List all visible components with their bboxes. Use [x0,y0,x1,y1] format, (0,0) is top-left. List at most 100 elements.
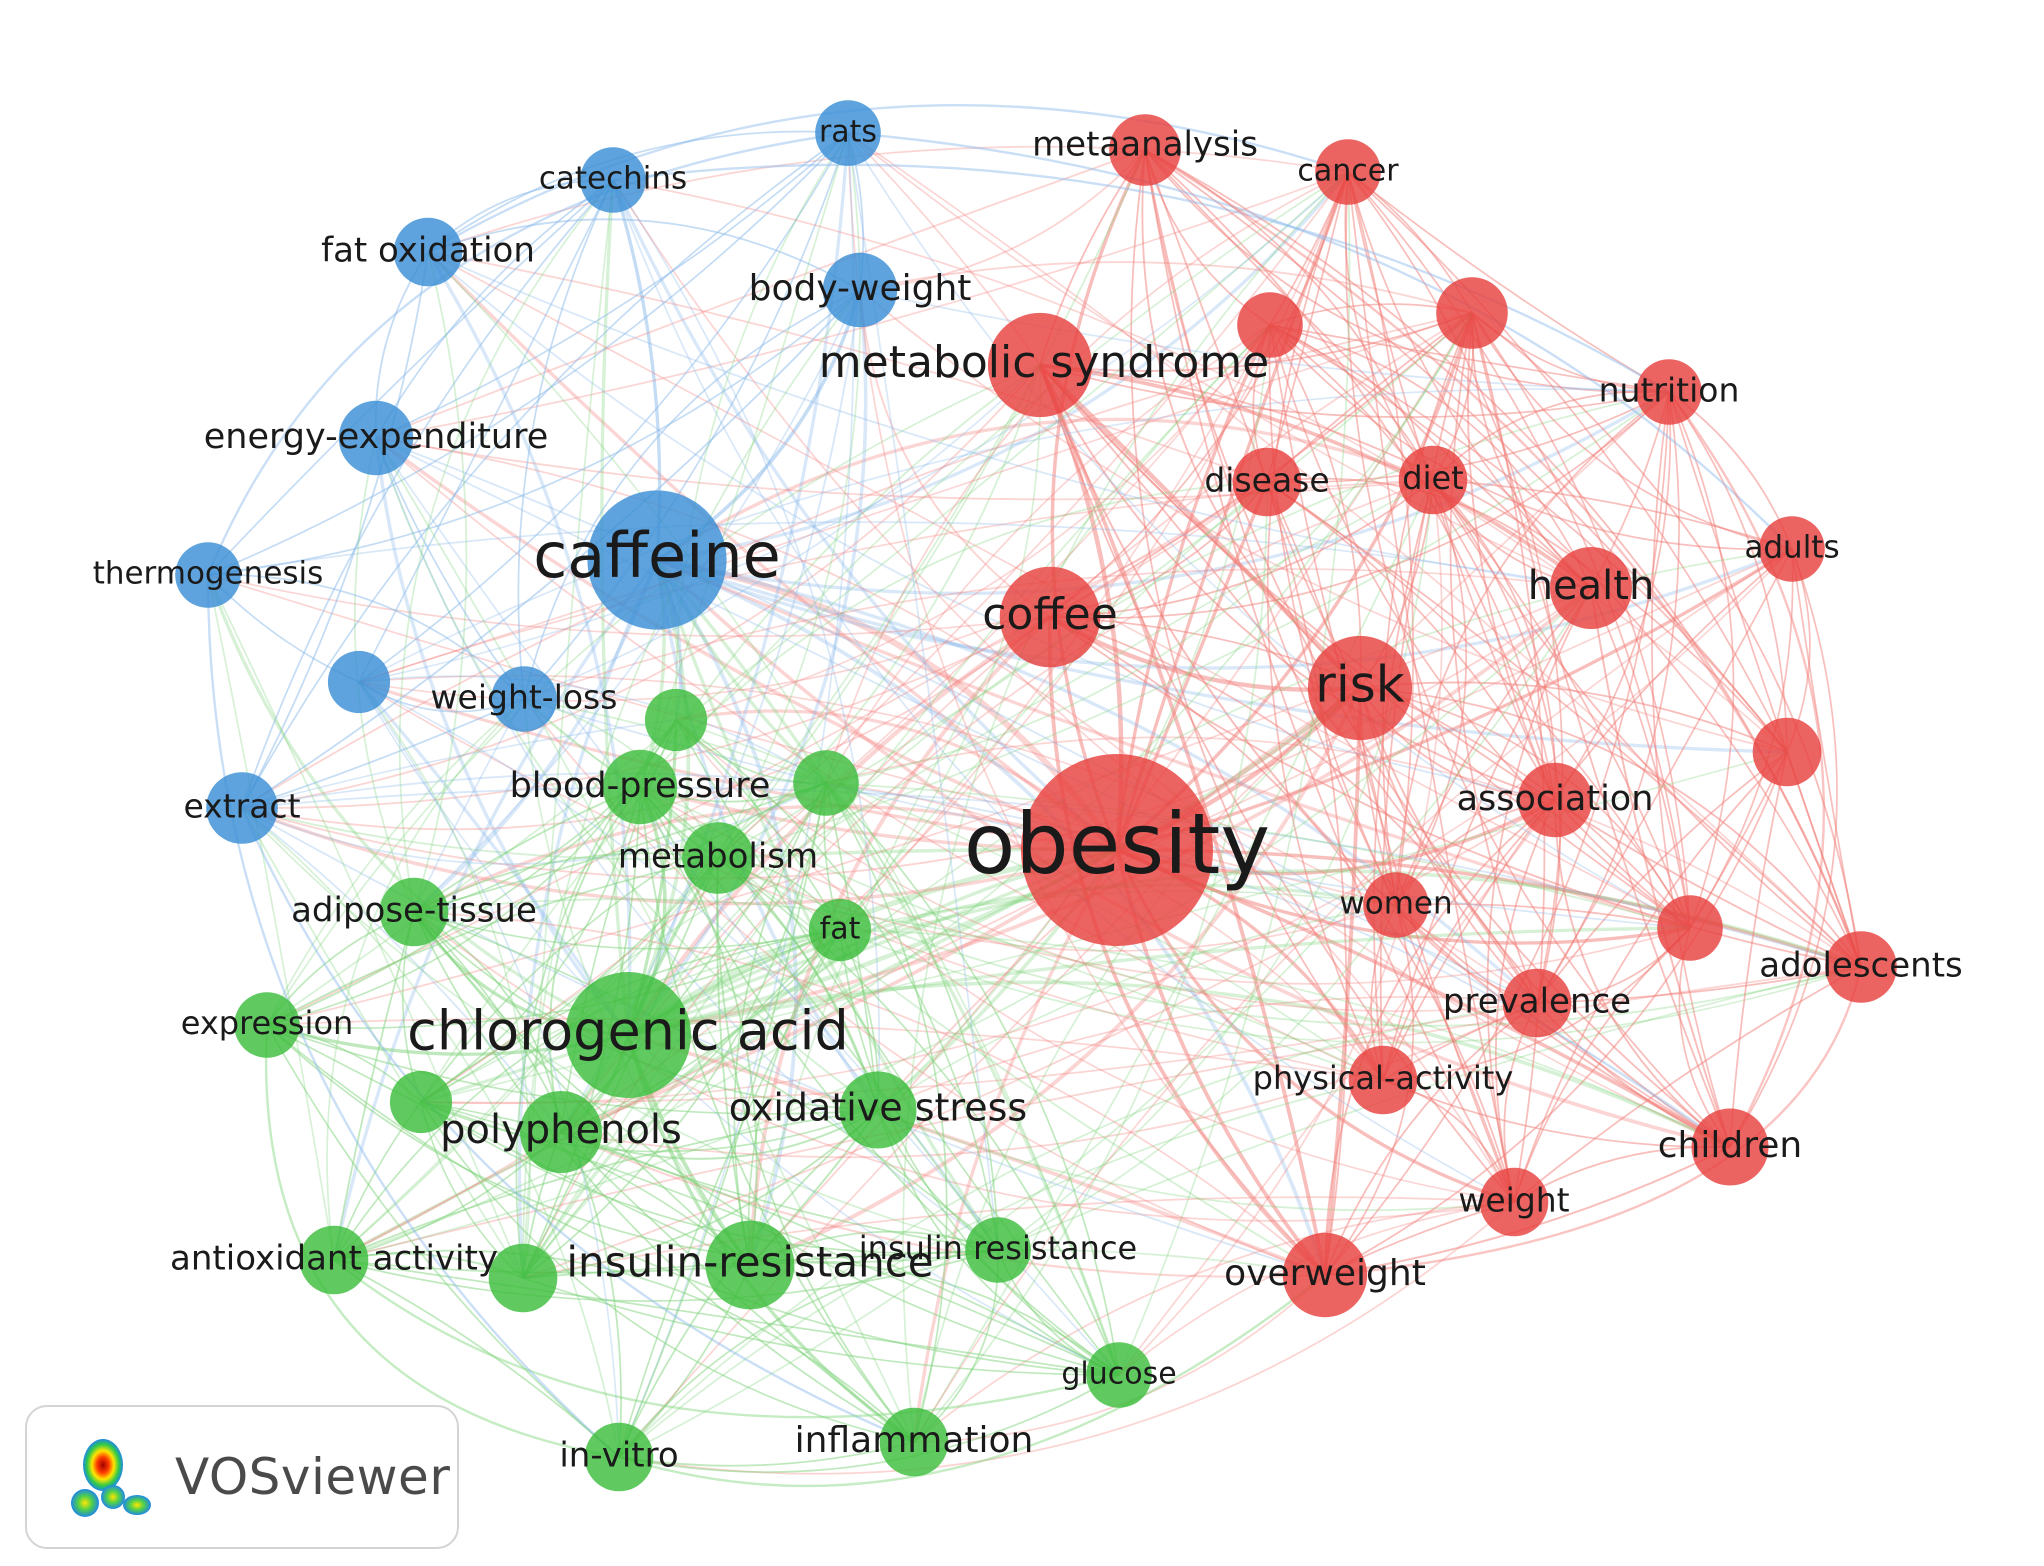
node-metaanalysis[interactable] [1109,114,1181,186]
node-rats[interactable] [815,100,881,166]
node-weight-loss[interactable] [491,666,557,732]
network-link [655,558,798,1266]
node-expression[interactable] [234,992,300,1058]
network-link [241,719,677,809]
node-insulin-resistance[interactable] [705,1220,795,1310]
network-link [560,1131,999,1251]
network-link [358,312,1473,683]
network-link [1347,171,1414,906]
network-link [1144,149,1515,1203]
network-link [206,574,620,1458]
node-adolescents[interactable] [1825,931,1897,1003]
network-link [241,132,849,809]
network-link [716,857,915,1443]
node-adipose-tissue[interactable] [379,877,449,947]
node-oxidative-stress[interactable] [839,1071,917,1149]
network-link [266,1024,751,1266]
network-link [375,437,879,1111]
network-link [1266,481,1556,801]
network-link [877,1109,1120,1376]
node-coffee[interactable] [999,566,1101,668]
network-link [427,251,1268,483]
node-green-u3[interactable] [389,1070,453,1134]
node-antioxidant-activity[interactable] [299,1225,369,1295]
network-link [207,289,861,576]
node-label-in-vitro: in-vitro [559,1436,678,1476]
network-link [1590,587,1691,929]
network-link [1668,391,1826,1148]
node-green-u2[interactable] [793,750,859,816]
network-link [241,251,429,809]
node-red-u3[interactable] [1752,717,1822,787]
node-metabolic-syndrome[interactable] [987,312,1093,418]
node-polyphenols[interactable] [520,1091,602,1173]
node-label-cancer: cancer [1297,154,1399,189]
node-physical-activity[interactable] [1348,1045,1418,1115]
node-overweight[interactable] [1282,1232,1368,1318]
node-metabolism[interactable] [682,822,754,894]
node-health[interactable] [1550,547,1632,629]
network-link [266,857,719,1026]
node-obesity[interactable] [1021,754,1213,946]
network-link [207,574,335,1261]
node-red-u4[interactable] [1657,895,1723,961]
network-link [1144,149,1397,906]
node-energy-expenditure[interactable] [338,400,414,476]
network-link [375,437,999,1251]
network-link [627,980,1731,1149]
node-nutrition[interactable] [1636,359,1702,425]
node-body-weight[interactable] [822,252,898,328]
network-link [839,364,1042,931]
network-link [413,911,915,1443]
network-link [825,171,1349,784]
network-link [420,890,1397,1103]
node-extract[interactable] [206,772,278,844]
node-label-polyphenols: polyphenols [440,1107,682,1153]
node-diet[interactable] [1398,445,1468,515]
node-women[interactable] [1363,872,1429,938]
node-red-u1[interactable] [1237,292,1303,358]
node-red-u2[interactable] [1436,277,1508,349]
network-link [656,170,1350,562]
node-blood-pressure[interactable] [602,749,678,825]
network-link [1432,479,1862,968]
node-label-nutrition: nutrition [1599,371,1740,410]
node-label-insulin-resistance: insulin resistance [859,1229,1137,1267]
node-insulin-resistance[interactable] [965,1217,1031,1283]
node-children[interactable] [1691,1108,1769,1186]
node-cancer[interactable] [1315,139,1381,205]
node-blue-u1[interactable] [327,650,391,714]
network-link [1039,364,1538,1004]
node-green-u1[interactable] [644,688,708,752]
network-link [522,479,1434,1279]
node-association[interactable] [1517,762,1593,838]
node-fat-oxidation[interactable] [393,217,463,287]
node-caffeine[interactable] [587,490,727,630]
network-link [358,681,999,1251]
network-link [374,437,630,1037]
node-weight[interactable] [1479,1167,1549,1237]
node-chlorogenic-acid[interactable] [565,972,691,1098]
network-link [1144,149,1592,589]
node-prevalence[interactable] [1502,968,1572,1038]
node-green-u4[interactable] [488,1243,558,1313]
node-glucose[interactable] [1086,1342,1152,1408]
network-link [600,179,630,1036]
network-link [1144,148,1863,968]
node-label-catechins: catechins [539,161,687,197]
network-link [241,807,719,861]
network-link [413,911,999,1251]
network-link [675,324,1271,721]
node-thermogenesis[interactable] [175,542,241,608]
node-risk[interactable] [1307,635,1413,741]
network-link [1039,364,1731,1148]
node-catechins[interactable] [580,147,646,213]
network-link [675,719,999,1251]
node-fat[interactable] [808,898,872,962]
node-in-vitro[interactable] [584,1422,654,1492]
node-inflammation[interactable] [879,1407,949,1477]
network-link [859,289,1788,753]
node-disease[interactable] [1232,447,1302,517]
node-adults[interactable] [1759,516,1825,582]
